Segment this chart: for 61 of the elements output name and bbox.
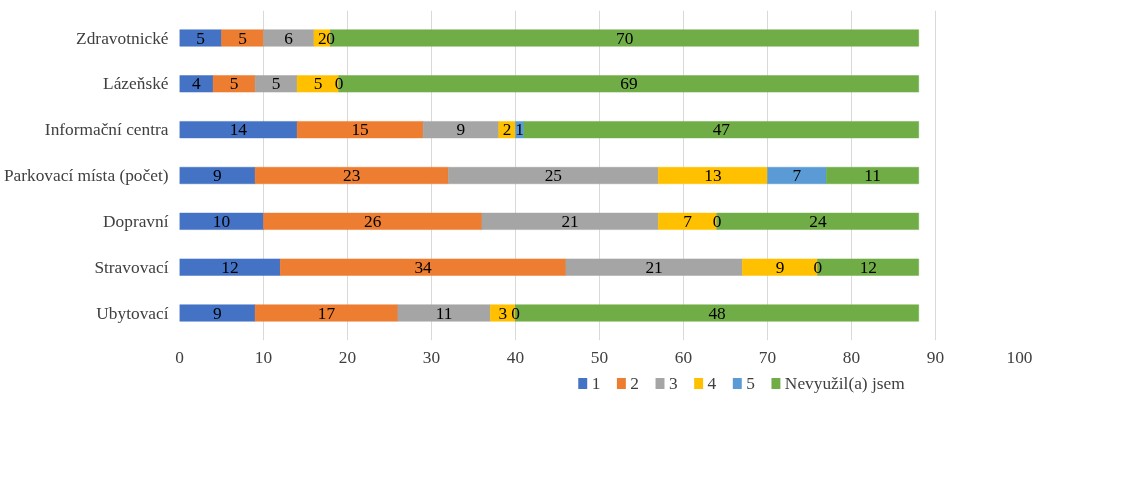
data-label: 9	[456, 120, 466, 140]
data-label: 9	[212, 303, 222, 323]
legend-label: 3	[668, 374, 678, 393]
data-label: 11	[864, 166, 881, 185]
x-tick-label: 10	[254, 347, 273, 367]
data-label: 47	[712, 120, 731, 140]
data-label: 5	[229, 74, 239, 94]
y-tick-label: Lázeňské	[103, 74, 169, 94]
data-label: 48	[708, 303, 726, 323]
data-label: 5	[271, 74, 281, 94]
legend-label: 4	[707, 374, 717, 393]
y-tick-label: Informační centra	[44, 120, 169, 140]
data-label: 12	[221, 257, 239, 277]
data-label: 15	[351, 120, 369, 140]
data-label: 34	[414, 257, 433, 277]
data-label: 14	[229, 120, 248, 140]
data-label: 10	[212, 211, 231, 231]
data-label: 9	[775, 257, 785, 277]
data-label: 5	[196, 28, 205, 48]
data-label: 2	[317, 28, 327, 48]
x-tick-label: 30	[422, 347, 441, 367]
y-tick-label: Stravovací	[94, 257, 169, 277]
legend-label: 1	[591, 374, 601, 393]
data-label: 17	[317, 303, 336, 323]
x-tick-label: 80	[842, 347, 861, 367]
y-tick-label: Ubytovací	[96, 303, 169, 323]
x-tick-label: 20	[338, 347, 357, 367]
data-label: 1	[515, 120, 525, 140]
x-tick-label: 90	[926, 347, 945, 367]
legend-label: 2	[630, 374, 639, 393]
data-label: 13	[704, 166, 722, 185]
x-tick-label: 60	[674, 347, 693, 367]
data-label: 7	[792, 166, 802, 185]
data-label: 21	[561, 211, 579, 231]
data-label: 26	[364, 211, 382, 231]
data-label: 24	[809, 211, 827, 231]
y-tick-label: Dopravní	[103, 211, 169, 231]
legend-label: Nevyužil(a) jsem	[784, 374, 906, 393]
data-label: 4	[191, 74, 201, 94]
data-label: 5	[238, 28, 247, 48]
data-label: 12	[859, 257, 877, 277]
legend-label: 5	[746, 374, 755, 393]
data-label: 7	[683, 211, 693, 231]
x-tick-label: 50	[590, 347, 609, 367]
data-label: 11	[435, 303, 453, 323]
data-label: 70	[616, 28, 634, 48]
x-tick-label: 0	[175, 347, 184, 367]
y-tick-label: Zdravotnické	[76, 28, 169, 48]
data-label: 3	[498, 303, 508, 323]
data-label: 2	[502, 120, 512, 140]
data-label: 6	[284, 28, 294, 48]
data-label: 5	[313, 74, 323, 94]
data-label: 23	[343, 166, 361, 185]
data-label: 9	[212, 166, 222, 185]
x-tick-label: 100	[1006, 347, 1033, 367]
y-tick-label: Parkovací místa (počet)	[3, 166, 169, 185]
data-label: 69	[620, 74, 638, 94]
x-tick-label: 70	[758, 347, 777, 367]
x-tick-label: 40	[506, 347, 525, 367]
data-label: 25	[544, 166, 562, 185]
data-label: 21	[645, 257, 663, 277]
